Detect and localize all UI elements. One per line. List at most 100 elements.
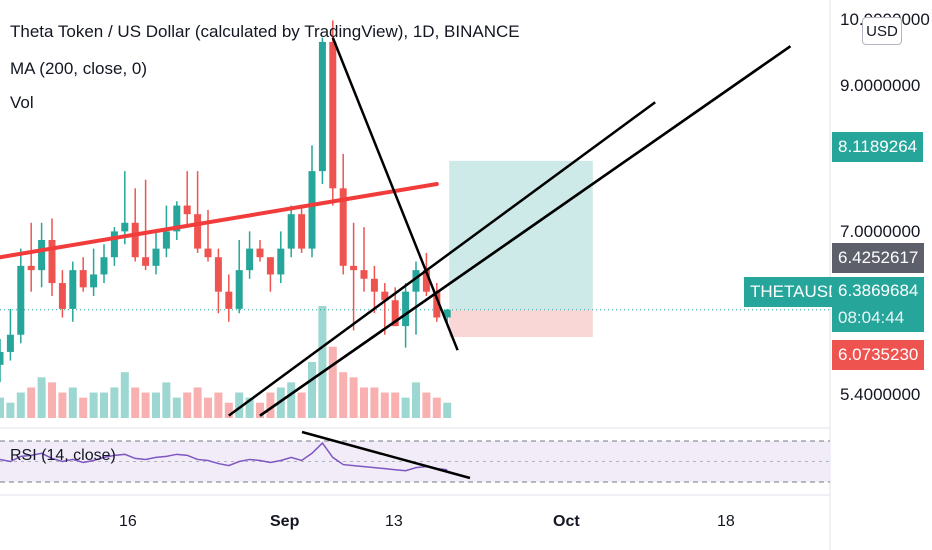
candle: [329, 20, 337, 206]
volume-bar: [110, 387, 119, 418]
volume-bar: [162, 382, 171, 418]
candle-body: [298, 214, 306, 249]
candle-body: [173, 205, 181, 232]
price-tick-7: 7.0000000: [840, 222, 921, 241]
volume-bar: [266, 392, 275, 418]
candle-body: [152, 248, 160, 266]
rsi-indicator-label[interactable]: RSI (14, close): [10, 447, 116, 464]
volume-bar: [318, 306, 327, 418]
candle: [0, 339, 4, 383]
candle-body: [48, 240, 56, 284]
candle-body: [329, 41, 337, 189]
volume-bar: [37, 377, 46, 418]
time-tick-oct: Oct: [553, 513, 580, 530]
volume-bar: [68, 387, 77, 418]
volume-indicator-label[interactable]: Vol: [10, 93, 34, 112]
candle: [339, 153, 347, 275]
target-price-badge: 8.1189264: [832, 132, 924, 162]
candle: [194, 171, 202, 253]
candle-body: [339, 188, 347, 266]
candle: [246, 231, 254, 279]
candle: [204, 209, 212, 262]
candle: [433, 283, 441, 322]
candle: [6, 308, 14, 361]
time-tick-16: 16: [119, 513, 137, 530]
high-price-badge: 6.4252617: [832, 243, 925, 273]
candle-body: [0, 351, 4, 365]
candle-body: [162, 231, 170, 249]
candle: [298, 205, 306, 253]
candle: [318, 37, 326, 185]
volume-bar: [256, 402, 264, 418]
candle-body: [287, 214, 295, 249]
candle-body: [422, 270, 430, 292]
volume-bar: [48, 382, 56, 418]
volume-bar: [349, 377, 358, 418]
volume-bar: [79, 397, 88, 418]
volume-bar: [370, 387, 379, 418]
candle: [162, 205, 170, 258]
volume-bar: [432, 397, 441, 418]
bar-countdown: 08:04:44: [838, 308, 905, 327]
candle-body: [350, 265, 358, 271]
volume-bar: [141, 392, 150, 418]
candle-body: [370, 278, 378, 292]
candle-body: [17, 265, 25, 335]
trendline: [228, 101, 656, 417]
candle-body: [58, 283, 66, 309]
time-tick-18: 18: [717, 513, 735, 530]
trendline: [259, 45, 792, 417]
symbol-price-tag: THETAUSD: [744, 277, 847, 307]
symbol-title[interactable]: Theta Token / US Dollar (calculated by T…: [10, 22, 520, 41]
volume-bar: [204, 397, 212, 418]
candle: [360, 227, 368, 292]
stop-zone: [449, 309, 593, 338]
candle: [48, 218, 56, 296]
candle-body: [402, 291, 410, 327]
candle-body: [246, 248, 254, 271]
price-tick-5-4: 5.4000000: [840, 385, 921, 404]
ma-200-line: [0, 182, 439, 260]
volume-bar: [193, 387, 202, 418]
volume-bar: [297, 392, 306, 418]
volume-bar: [443, 402, 452, 418]
candle: [90, 248, 98, 296]
last-price-badge: 6.3869684 08:04:44: [832, 277, 925, 332]
candle: [58, 270, 66, 318]
volume-bar: [131, 387, 140, 418]
candle-body: [6, 334, 14, 352]
volume-bar: [391, 392, 400, 418]
rsi-line: [0, 441, 448, 472]
candle-body: [90, 274, 98, 288]
candle: [121, 171, 129, 245]
candle: [100, 244, 108, 284]
ma-indicator-label[interactable]: MA (200, close, 0): [10, 59, 148, 78]
candle-body: [225, 291, 233, 309]
candle: [131, 188, 139, 262]
volume-bar: [58, 392, 67, 418]
candle-body: [69, 270, 77, 309]
candle-body: [100, 257, 108, 275]
candle-body: [131, 222, 139, 258]
candle: [142, 179, 150, 271]
volume-bar: [120, 372, 129, 418]
candle: [17, 248, 25, 344]
candle: [256, 240, 264, 262]
volume-bar: [380, 392, 389, 418]
volume-bar: [276, 387, 285, 418]
volume-bar: [360, 387, 368, 418]
candle-body: [381, 291, 389, 301]
rsi-divergence-line: [301, 430, 471, 480]
volume-bar: [328, 346, 337, 418]
candle-body: [412, 270, 420, 292]
candle-body: [194, 214, 202, 249]
candle: [152, 231, 160, 275]
volume-bar: [16, 392, 25, 418]
candle-body: [391, 300, 399, 327]
currency-button[interactable]: USD: [862, 17, 902, 45]
candle-body: [204, 248, 212, 258]
volume-bar: [422, 392, 431, 418]
candle-body: [308, 171, 316, 249]
candle: [412, 261, 420, 335]
